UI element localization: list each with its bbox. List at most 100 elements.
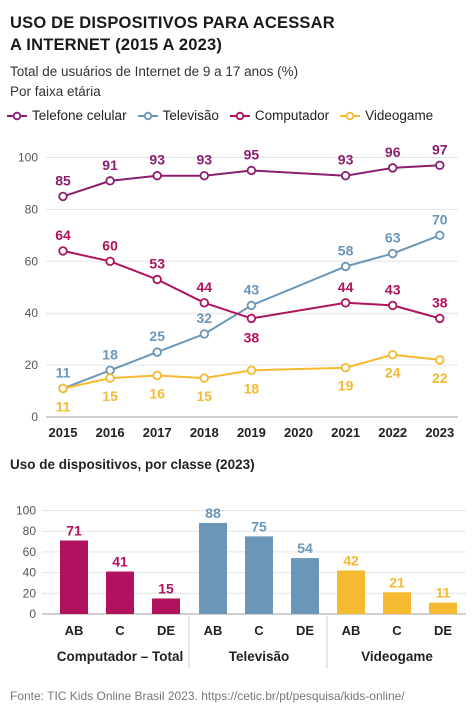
bar-cat-televisao-AB: AB <box>204 623 223 638</box>
group-label-televisao: Televisão <box>229 649 290 664</box>
bar-cat-computador-C: C <box>115 623 125 638</box>
y-tick-60: 60 <box>25 254 39 268</box>
label-computador-2022: 43 <box>385 281 401 297</box>
legend-label-celular: Telefone celular <box>32 108 127 123</box>
label-celular-2023: 97 <box>432 141 448 157</box>
bar-y-tick-40: 40 <box>23 566 37 580</box>
chart-subtitle: Total de usuários de Internet de 9 a 17 … <box>10 62 298 102</box>
bar-televisao-AB <box>199 522 227 614</box>
label-videogame-2015: 11 <box>56 398 71 414</box>
point-videogame-2019 <box>246 365 257 375</box>
legend: Telefone celular Televisão Computador Vi… <box>6 108 443 123</box>
legend-item-computador: Computador <box>229 108 329 123</box>
point-videogame-2017 <box>152 370 162 381</box>
point-videogame-2018 <box>199 373 209 383</box>
bar-cat-televisao-DE: DE <box>296 623 314 638</box>
point-televisao-2017 <box>152 347 162 357</box>
label-videogame-2021: 19 <box>338 378 354 394</box>
bar-label-televisao-AB: 88 <box>205 505 221 521</box>
label-celular-2016: 91 <box>102 157 118 173</box>
label-computador-2019: 38 <box>244 329 260 345</box>
x-tick-2015: 2015 <box>49 425 78 440</box>
point-computador-2016 <box>105 256 115 266</box>
point-videogame-2023 <box>435 355 445 365</box>
point-computador-2018 <box>199 298 209 308</box>
legend-label-videogame: Videogame <box>365 108 434 123</box>
bar-computador-AB <box>60 540 88 614</box>
point-computador-2017 <box>152 274 162 285</box>
label-celular-2019: 95 <box>244 146 260 162</box>
label-computador-2021: 44 <box>338 279 354 295</box>
legend-item-videogame: Videogame <box>339 108 433 123</box>
bar-y-tick-80: 80 <box>23 524 37 538</box>
x-tick-2021: 2021 <box>331 425 360 440</box>
point-celular-2016 <box>105 176 115 186</box>
y-tick-80: 80 <box>25 202 39 216</box>
point-computador-2022 <box>388 300 398 311</box>
point-computador-2023 <box>435 313 445 324</box>
x-tick-2018: 2018 <box>190 425 219 440</box>
group-label-videogame: Videogame <box>361 649 433 664</box>
bar-cat-videogame-DE: DE <box>434 623 452 638</box>
label-televisao-2023: 70 <box>432 211 448 227</box>
bar-chart-title: Uso de dispositivos, por classe (2023) <box>10 457 255 472</box>
x-tick-2020: 2020 <box>284 425 313 440</box>
x-tick-2022: 2022 <box>378 425 407 440</box>
legend-item-celular: Telefone celular <box>6 108 127 123</box>
label-computador-2023: 38 <box>432 294 448 310</box>
label-videogame-2023: 22 <box>432 370 448 386</box>
point-televisao-2021 <box>340 261 351 272</box>
bar-cat-videogame-AB: AB <box>342 623 361 638</box>
bar-y-tick-100: 100 <box>16 504 36 518</box>
point-computador-2021 <box>340 298 351 308</box>
point-computador-2019 <box>246 313 257 324</box>
series-line-computador <box>62 249 441 320</box>
label-videogame-2022: 24 <box>385 365 401 381</box>
legend-item-televisao: Televisão <box>137 108 219 123</box>
point-televisao-2023 <box>435 230 445 241</box>
point-videogame-2015 <box>58 383 68 394</box>
series-line-videogame <box>62 353 440 390</box>
point-videogame-2022 <box>388 350 398 360</box>
bar-y-tick-20: 20 <box>23 586 37 600</box>
source-note: Fonte: TIC Kids Online Brasil 2023. http… <box>10 689 405 703</box>
label-computador-2016: 60 <box>102 237 118 253</box>
series-line-televisao <box>62 234 441 390</box>
point-celular-2017 <box>152 170 162 181</box>
point-televisao-2016 <box>105 365 115 375</box>
point-celular-2021 <box>340 170 351 181</box>
label-celular-2017: 93 <box>149 152 165 168</box>
bar-label-videogame-AB: 42 <box>343 553 359 569</box>
point-televisao-2019 <box>246 300 257 311</box>
label-celular-2021: 93 <box>338 152 354 168</box>
point-celular-2023 <box>435 160 445 170</box>
label-televisao-2018: 32 <box>197 310 213 326</box>
y-tick-20: 20 <box>25 358 39 372</box>
label-televisao-2015: 11 <box>56 364 71 380</box>
chart-title: USO DE DISPOSITIVOS PARA ACESSAR A INTER… <box>10 12 450 56</box>
y-tick-40: 40 <box>25 306 39 320</box>
label-computador-2017: 53 <box>149 255 165 271</box>
bar-cat-computador-AB: AB <box>65 623 84 638</box>
bar-y-tick-60: 60 <box>23 545 37 559</box>
label-celular-2022: 96 <box>385 144 401 160</box>
subtitle-line-2: Por faixa etária <box>10 84 101 99</box>
label-celular-2015: 85 <box>55 172 71 188</box>
bar-label-televisao-DE: 54 <box>297 540 313 556</box>
subtitle-line-1: Total de usuários de Internet de 9 a 17 … <box>10 64 299 79</box>
point-televisao-2018 <box>199 329 209 339</box>
bar-computador-C <box>106 571 134 614</box>
label-televisao-2017: 25 <box>149 328 165 344</box>
legend-label-televisao: Televisão <box>162 108 219 123</box>
label-televisao-2019: 43 <box>244 281 260 297</box>
label-televisao-2016: 18 <box>102 346 118 362</box>
point-celular-2015 <box>58 191 68 202</box>
y-tick-100: 100 <box>18 151 38 165</box>
y-tick-0: 0 <box>31 410 38 424</box>
bar-label-computador-AB: 71 <box>66 523 82 539</box>
bar-cat-videogame-C: C <box>392 623 402 638</box>
x-tick-2016: 2016 <box>96 425 125 440</box>
point-computador-2015 <box>58 246 68 256</box>
label-televisao-2022: 63 <box>385 230 401 246</box>
